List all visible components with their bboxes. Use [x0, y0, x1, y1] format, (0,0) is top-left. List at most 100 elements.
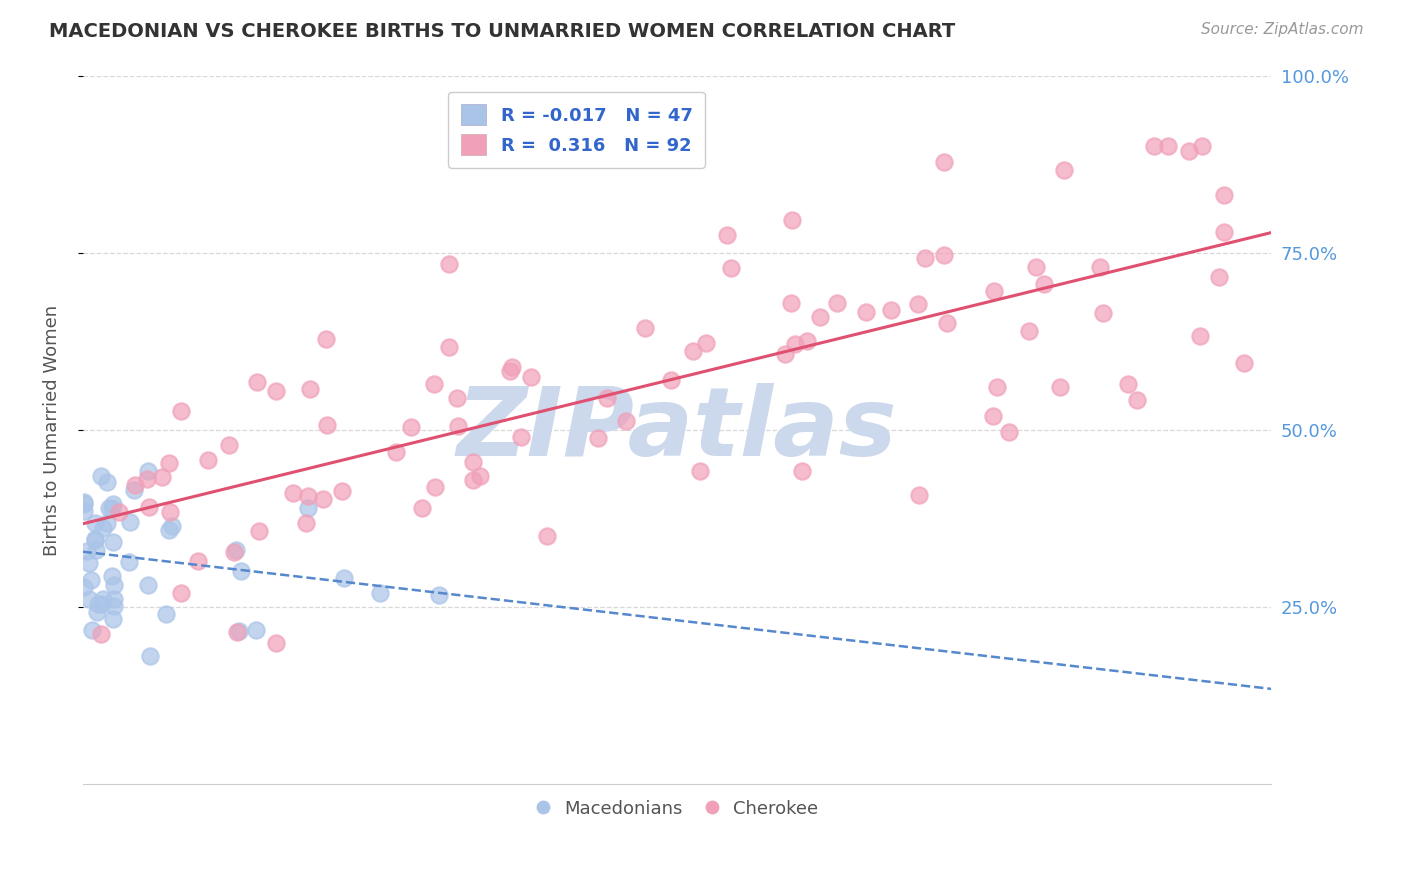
Point [510, 430, 533, 444]
Point [229, 564, 252, 578]
Point [86, 605, 108, 619]
Point [780, 212, 803, 227]
Point [84, 543, 107, 558]
Point [107, 505, 129, 519]
Point [1233, 356, 1256, 370]
Point [983, 285, 1005, 299]
Point [1088, 260, 1111, 275]
Point [73, 504, 96, 518]
Point [80, 573, 103, 587]
Point [103, 591, 125, 606]
Point [138, 648, 160, 663]
Point [499, 364, 522, 378]
Point [91, 592, 114, 607]
Point [246, 375, 269, 389]
Point [1212, 188, 1234, 202]
Point [981, 409, 1004, 423]
Point [83, 533, 105, 547]
Point [368, 586, 391, 600]
Point [150, 470, 173, 484]
Point [101, 534, 124, 549]
Point [439, 257, 461, 271]
Legend: Macedonians, Cherokee: Macedonians, Cherokee [529, 793, 825, 825]
Point [101, 497, 124, 511]
Point [297, 490, 319, 504]
Point [295, 516, 318, 530]
Point [197, 452, 219, 467]
Point [91, 521, 114, 535]
Point [934, 155, 956, 169]
Point [76, 543, 98, 558]
Point [90, 468, 112, 483]
Text: ZIPatlas: ZIPatlas [457, 384, 897, 476]
Point [1191, 139, 1213, 153]
Point [1213, 225, 1236, 239]
Point [77, 556, 100, 570]
Point [932, 247, 955, 261]
Point [596, 391, 619, 405]
Point [682, 344, 704, 359]
Point [792, 464, 814, 478]
Point [228, 624, 250, 638]
Point [1049, 380, 1071, 394]
Point [225, 624, 247, 639]
Point [312, 491, 335, 506]
Point [136, 577, 159, 591]
Point [633, 320, 655, 334]
Point [86, 597, 108, 611]
Point [297, 501, 319, 516]
Point [136, 472, 159, 486]
Point [796, 334, 818, 349]
Point [138, 500, 160, 514]
Point [170, 404, 193, 418]
Point [333, 571, 356, 585]
Point [880, 303, 903, 318]
Point [222, 545, 245, 559]
Point [264, 635, 287, 649]
Point [1208, 270, 1230, 285]
Point [783, 337, 806, 351]
Point [298, 383, 321, 397]
Point [103, 599, 125, 613]
Point [855, 304, 877, 318]
Point [716, 227, 738, 242]
Point [1025, 260, 1047, 275]
Point [1188, 329, 1211, 343]
Point [281, 485, 304, 500]
Point [90, 627, 112, 641]
Point [136, 465, 159, 479]
Point [91, 597, 114, 611]
Point [157, 524, 180, 538]
Point [695, 335, 717, 350]
Point [118, 556, 141, 570]
Point [437, 339, 460, 353]
Point [998, 425, 1021, 439]
Point [1033, 277, 1056, 292]
Point [155, 607, 177, 622]
Point [446, 391, 468, 405]
Point [411, 501, 433, 516]
Point [519, 369, 541, 384]
Point [907, 297, 929, 311]
Point [187, 554, 209, 568]
Point [399, 419, 422, 434]
Point [1125, 392, 1147, 407]
Point [170, 585, 193, 599]
Point [124, 478, 146, 492]
Point [908, 488, 931, 502]
Point [315, 332, 337, 346]
Point [986, 380, 1008, 394]
Point [96, 516, 118, 530]
Point [73, 580, 96, 594]
Point [122, 483, 145, 497]
Point [1092, 306, 1115, 320]
Point [1177, 144, 1199, 158]
Point [1053, 163, 1076, 178]
Point [157, 456, 180, 470]
Point [330, 483, 353, 498]
Text: Source: ZipAtlas.com: Source: ZipAtlas.com [1201, 22, 1364, 37]
Point [614, 414, 637, 428]
Point [463, 473, 485, 487]
Point [73, 497, 96, 511]
Point [264, 384, 287, 398]
